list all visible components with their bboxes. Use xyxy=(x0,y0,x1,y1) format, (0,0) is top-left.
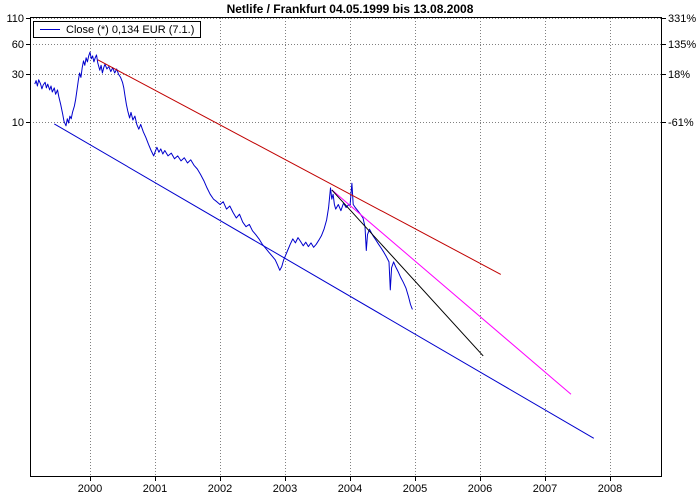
legend-label: Close (*) 0,134 EUR (7.1.) xyxy=(66,23,195,36)
y-axis-percent-label: -61% xyxy=(668,117,694,129)
chart-title: Netlife / Frankfurt 04.05.1999 bis 13.08… xyxy=(226,2,474,16)
y-axis-percent-label: 135% xyxy=(668,39,696,51)
series-upper-trendline-red xyxy=(97,59,502,275)
close-series-line-sample xyxy=(40,29,60,30)
x-axis-year-label: 2006 xyxy=(468,483,492,495)
x-axis-year-label: 2004 xyxy=(338,483,362,495)
y-axis-price-label: 10 xyxy=(12,117,24,129)
x-axis-year-label: 2000 xyxy=(78,483,102,495)
series-trendline-magenta xyxy=(331,189,572,395)
y-axis-price-label: 60 xyxy=(12,39,24,51)
plot-frame xyxy=(30,17,662,477)
x-axis-year-label: 2008 xyxy=(598,483,622,495)
y-axis-price-label: 110 xyxy=(6,13,24,25)
x-axis-year-label: 2002 xyxy=(208,483,232,495)
series-trendline-black xyxy=(331,189,484,357)
y-axis-percent-label: 331% xyxy=(668,13,696,25)
series-close xyxy=(34,51,413,310)
x-axis-year-label: 2003 xyxy=(273,483,297,495)
y-axis-price-label: 30 xyxy=(12,69,24,81)
x-axis-year-label: 2005 xyxy=(403,483,427,495)
x-axis-year-label: 2001 xyxy=(143,483,167,495)
series-lower-trendline-blue xyxy=(54,123,595,439)
x-axis-year-label: 2007 xyxy=(533,483,557,495)
y-axis-percent-label: 18% xyxy=(668,69,690,81)
legend-box[interactable]: Close (*) 0,134 EUR (7.1.) xyxy=(33,21,202,38)
